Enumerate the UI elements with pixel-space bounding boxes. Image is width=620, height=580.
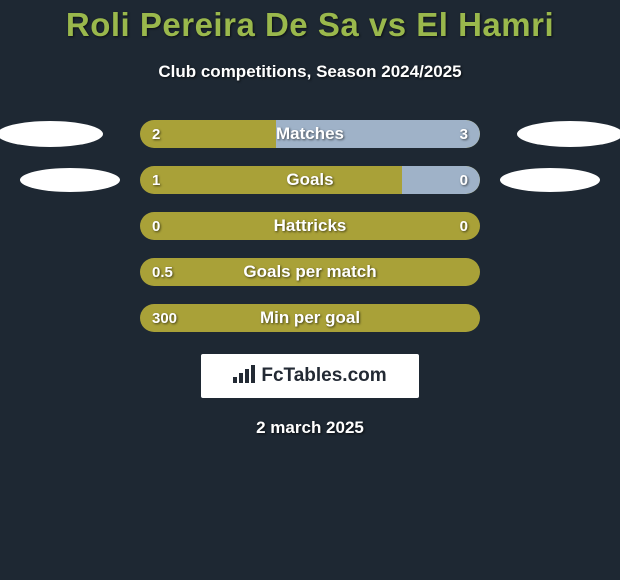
subtitle: Club competitions, Season 2024/2025 xyxy=(0,62,620,82)
stat-label: Hattricks xyxy=(140,212,480,240)
left-marker-cell xyxy=(20,304,140,332)
stat-bar: 00Hattricks xyxy=(140,212,480,240)
comparison-chart: 23Matches 10Goals 00Hattricks 0.5Goals per … xyxy=(0,120,620,332)
stat-bar: 300Min per goal xyxy=(140,304,480,332)
left-marker-cell xyxy=(20,120,140,148)
left-marker-cell xyxy=(20,258,140,286)
stat-bar: 23Matches xyxy=(140,120,480,148)
stat-bar: 0.5Goals per match xyxy=(140,258,480,286)
stat-bar: 10Goals xyxy=(140,166,480,194)
player-marker-left xyxy=(0,121,103,147)
right-marker-cell xyxy=(480,258,600,286)
stat-row: 23Matches xyxy=(0,120,620,148)
stat-label: Matches xyxy=(140,120,480,148)
left-marker-cell xyxy=(20,212,140,240)
stat-label: Goals per match xyxy=(140,258,480,286)
brand-badge: FcTables.com xyxy=(201,354,419,398)
right-marker-cell xyxy=(480,304,600,332)
bars-icon xyxy=(233,365,255,388)
right-marker-cell xyxy=(480,166,600,194)
brand-label: FcTables.com xyxy=(261,365,386,387)
stat-row: 0.5Goals per match xyxy=(0,258,620,286)
player-marker-right xyxy=(500,168,600,192)
stat-label: Goals xyxy=(140,166,480,194)
stat-row: 10Goals xyxy=(0,166,620,194)
player-marker-right xyxy=(517,121,620,147)
player-marker-left xyxy=(20,168,120,192)
stat-label: Min per goal xyxy=(140,304,480,332)
page-title: Roli Pereira De Sa vs El Hamri xyxy=(0,0,620,44)
right-marker-cell xyxy=(480,212,600,240)
stat-row: 300Min per goal xyxy=(0,304,620,332)
left-marker-cell xyxy=(20,166,140,194)
right-marker-cell xyxy=(480,120,600,148)
date-label: 2 march 2025 xyxy=(0,418,620,438)
stat-row: 00Hattricks xyxy=(0,212,620,240)
